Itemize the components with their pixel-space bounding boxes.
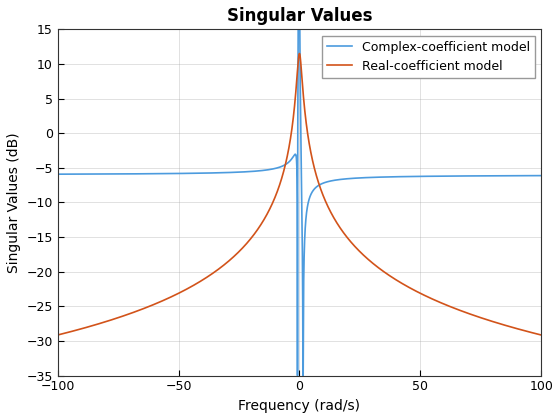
Complex-coefficient model [83, 171, 90, 176]
Real-coefficient model [538, 333, 544, 338]
Complex-coefficient model [54, 172, 61, 177]
Title: Singular Values: Singular Values [227, 7, 372, 25]
Real-coefficient model [111, 316, 118, 321]
Complex-coefficient model [412, 174, 418, 179]
Complex-coefficient model [524, 173, 531, 178]
Legend: Complex-coefficient model, Real-coefficient model: Complex-coefficient model, Real-coeffici… [322, 36, 535, 78]
Complex-coefficient model [294, 373, 301, 378]
Real-coefficient model [524, 329, 531, 334]
Real-coefficient model [54, 333, 61, 338]
Complex-coefficient model [111, 171, 118, 176]
Real-coefficient model [157, 299, 164, 304]
Complex-coefficient model [538, 173, 544, 178]
Line: Real-coefficient model: Real-coefficient model [58, 53, 541, 335]
Complex-coefficient model [272, 166, 278, 171]
Line: Complex-coefficient model: Complex-coefficient model [58, 29, 541, 375]
Y-axis label: Singular Values (dB): Singular Values (dB) [7, 132, 21, 273]
Real-coefficient model [272, 195, 278, 200]
X-axis label: Frequency (rad/s): Frequency (rad/s) [239, 399, 361, 413]
Complex-coefficient model [295, 27, 301, 32]
Real-coefficient model [412, 288, 418, 293]
Real-coefficient model [296, 51, 303, 56]
Complex-coefficient model [157, 171, 164, 176]
Real-coefficient model [83, 325, 90, 330]
